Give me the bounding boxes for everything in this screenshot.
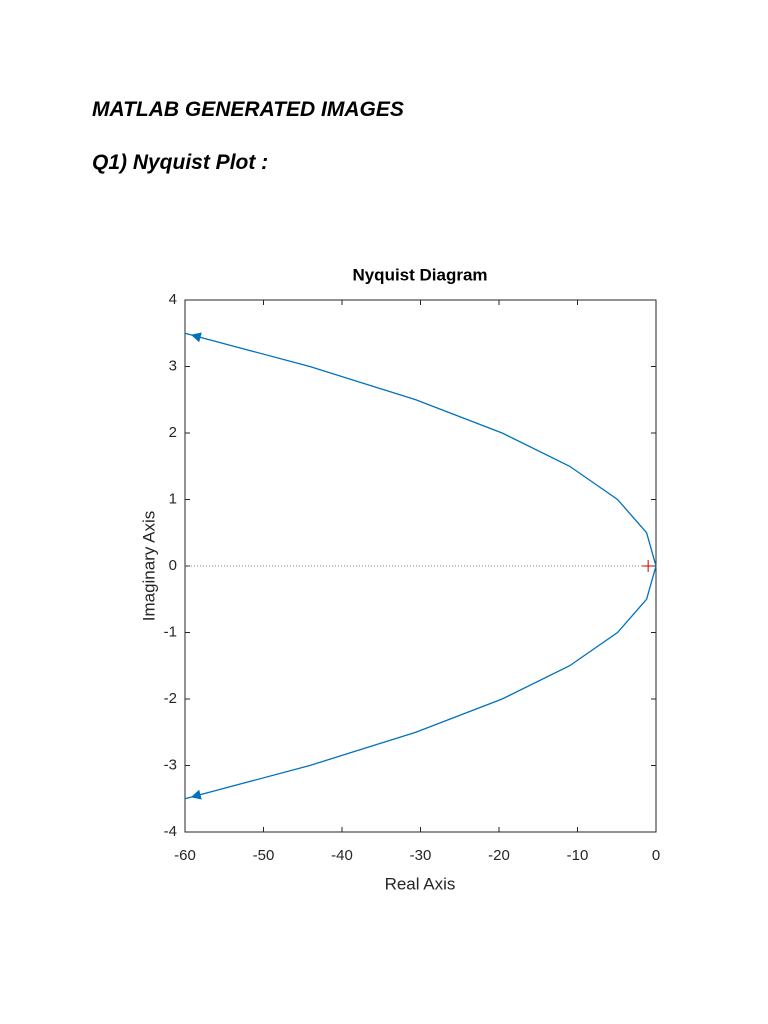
subheading: Q1) Nyquist Plot : [92,151,269,174]
y-tick-label: 2 [169,424,177,441]
critical-point [642,560,655,572]
y-tick-label: -3 [164,756,177,773]
y-tick-label: 3 [169,357,177,374]
x-tick-label: -50 [253,847,275,864]
plot-frame [184,299,657,833]
x-axis-label: Real Axis [385,874,456,893]
direction-arrow [190,789,202,800]
chart-title: Nyquist Diagram [352,265,487,284]
x-tick-label: -20 [488,847,510,864]
y-tick-label: 1 [169,490,177,507]
x-tick-label: 0 [652,847,660,864]
y-tick-label: -4 [164,823,177,840]
y-tick-label: -1 [164,623,177,640]
x-tick-label: -30 [410,847,432,864]
x-tick-label: -60 [174,847,196,864]
heading: MATLAB GENERATED IMAGES [92,98,404,121]
y-tick-label: 0 [169,557,177,574]
direction-arrow [190,332,202,343]
nyquist-curve [184,332,657,800]
y-tick-label: 4 [169,291,177,308]
x-tick-label: -10 [567,847,589,864]
y-tick-label: -2 [164,690,177,707]
y-axis-label: Imaginary Axis [139,511,158,622]
x-tick-label: -40 [331,847,353,864]
